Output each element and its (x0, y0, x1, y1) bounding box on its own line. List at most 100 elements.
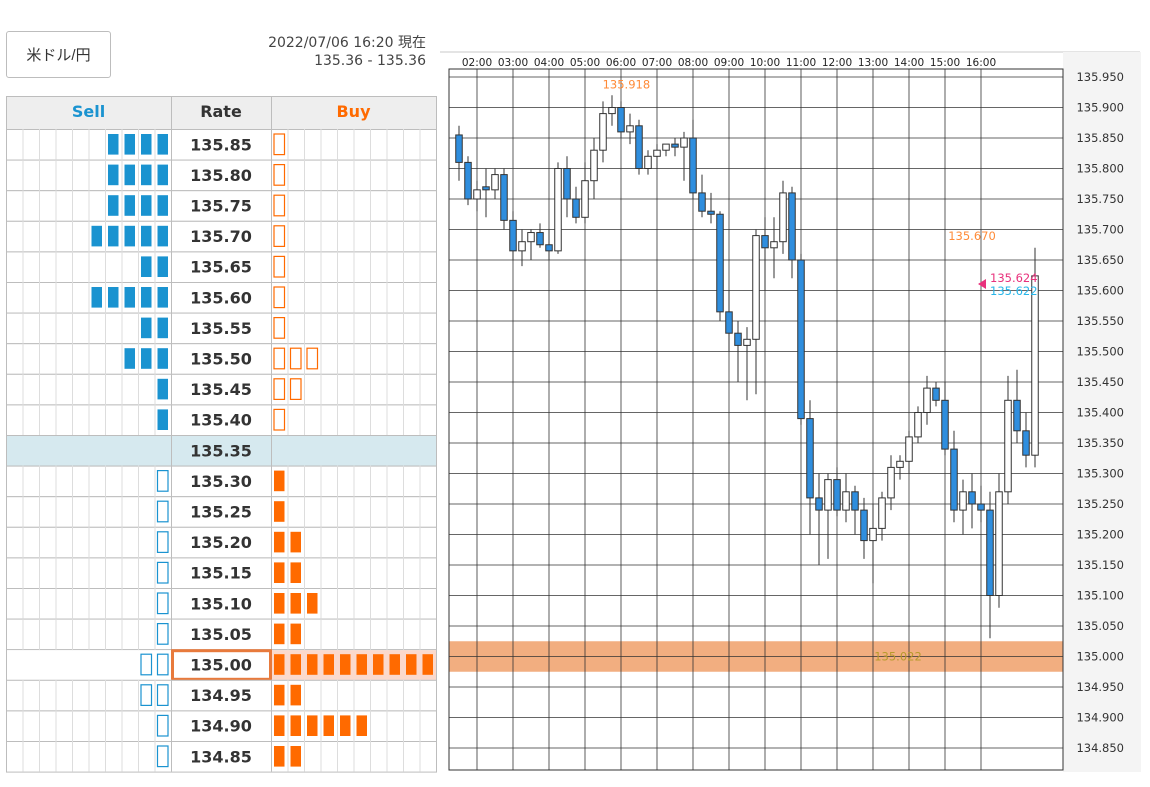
rate-cell: 135.05 (190, 625, 252, 644)
y-tick-label: 135.250 (1076, 497, 1124, 511)
candle (689, 119, 697, 199)
rate-cell: 135.00 (190, 656, 252, 675)
buy-order-block (290, 562, 301, 583)
sell-order-block (156, 592, 169, 615)
sell-order-block (124, 134, 135, 155)
y-tick-label: 135.600 (1076, 284, 1124, 298)
buy-order-block (274, 715, 285, 736)
y-tick-label: 135.100 (1076, 589, 1124, 603)
buy-order-block (273, 255, 286, 278)
sell-order-block (157, 287, 168, 308)
orderbook-row: 134.90 (6, 710, 437, 743)
orderbook-row: 135.20 (6, 526, 437, 559)
buy-order-block (290, 593, 301, 614)
sell-order-block (156, 531, 169, 553)
orderbook-row: 135.45 (6, 373, 437, 406)
sell-order-block (157, 348, 168, 369)
sell-order-block (124, 225, 135, 247)
candle (824, 473, 832, 559)
candle (626, 113, 634, 145)
sell-order-block (157, 195, 168, 216)
plot-frame (448, 68, 1064, 771)
buy-order-block (274, 562, 285, 583)
x-tick-label: 06:00 (606, 57, 636, 69)
buy-order-block (323, 654, 334, 675)
status-quote: 135.36 - 135.36 (314, 53, 426, 69)
buy-order-block (273, 225, 286, 248)
rate-cell: 135.25 (190, 503, 252, 522)
candle (617, 101, 625, 138)
sell-order-block (156, 561, 169, 584)
buy-order-block (274, 654, 285, 675)
y-tick-label: 135.500 (1076, 345, 1124, 359)
sell-order-block (124, 195, 135, 216)
candle (788, 186, 796, 279)
sell-order-block (91, 225, 102, 247)
candle (1031, 247, 1039, 468)
status-datetime: 2022/07/06 16:20 現在 (268, 35, 426, 51)
x-tick-label: 13:00 (858, 57, 888, 69)
y-tick-label: 135.300 (1076, 467, 1124, 481)
candle (545, 229, 553, 260)
sell-order-block (157, 164, 168, 186)
candle (1004, 375, 1012, 504)
currency-pair-button[interactable]: 米ドル/円 (6, 31, 111, 78)
candle (599, 101, 607, 163)
candle (752, 229, 760, 395)
orderbook-row: 135.60 (6, 282, 437, 314)
candle (635, 119, 643, 175)
orderbook-row: 135.10 (6, 588, 437, 620)
buy-order-block (273, 347, 286, 370)
candle (707, 192, 715, 224)
candle (878, 491, 886, 541)
y-tick-label: 135.900 (1076, 101, 1124, 115)
sell-header: Sell (72, 102, 105, 121)
bid-price-label: 135.622 (990, 284, 1038, 298)
candle (932, 382, 940, 407)
orderbook-row: 135.35 (6, 435, 437, 467)
sell-order-block (156, 500, 169, 523)
candle (473, 180, 481, 212)
orderbook-row: 135.75 (6, 190, 437, 222)
sell-order-block (108, 195, 119, 216)
orderbook-row: 135.80 (6, 159, 437, 192)
y-tick-label: 134.950 (1076, 680, 1124, 694)
highlight-rate-box (171, 649, 272, 681)
orderbook-row: 135.85 (6, 129, 437, 161)
x-tick-label: 09:00 (714, 57, 744, 69)
orderbook-row: 135.70 (6, 220, 437, 253)
buy-order-block (356, 654, 367, 675)
sell-order-block (91, 287, 102, 308)
buy-order-block (340, 654, 351, 675)
sell-order-block (157, 225, 168, 247)
candle (923, 375, 931, 425)
candle (662, 143, 670, 157)
candle (779, 180, 787, 254)
buy-order-block (289, 347, 302, 370)
buy-order-block (373, 654, 384, 675)
rate-cell: 134.90 (190, 717, 252, 736)
sell-order-block (141, 164, 152, 186)
candle (977, 485, 985, 523)
x-tick-label: 15:00 (930, 57, 960, 69)
buy-order-block (406, 654, 417, 675)
candle (968, 473, 976, 529)
buy-order-block (290, 684, 301, 706)
orderbook-row: 135.15 (6, 557, 437, 589)
buy-order-block (307, 593, 318, 614)
buy-order-block (273, 133, 286, 156)
x-tick-label: 03:00 (498, 57, 528, 69)
buy-header: Buy (336, 102, 371, 121)
sell-order-block (140, 653, 153, 676)
sell-order-block (141, 134, 152, 155)
orderbook-row: 135.50 (6, 343, 437, 375)
rate-header: Rate (200, 102, 242, 121)
candle (716, 211, 724, 321)
rate-cell: 135.10 (190, 594, 252, 613)
y-tick-label: 135.950 (1076, 70, 1124, 84)
sell-order-block (141, 317, 152, 339)
y-tick-label: 135.650 (1076, 253, 1124, 267)
candle (725, 290, 733, 352)
x-tick-label: 02:00 (462, 57, 492, 69)
y-tick-label: 134.900 (1076, 711, 1124, 725)
